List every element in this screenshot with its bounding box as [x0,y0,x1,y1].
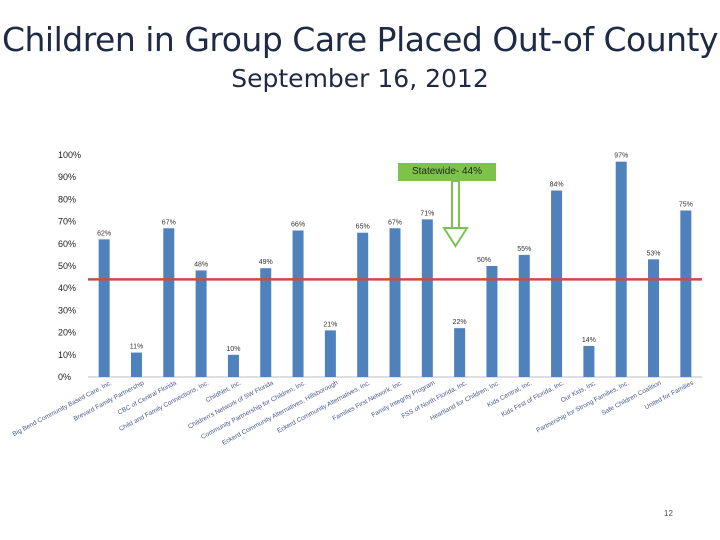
arrow-shaft [451,180,460,229]
bar [518,254,530,377]
data-label: 67% [162,219,176,226]
bar [324,330,336,377]
data-label: 10% [226,346,240,353]
bar [615,161,627,377]
bar [357,232,369,377]
bar [98,239,110,377]
chart-subtitle: September 16, 2012 [231,64,489,93]
statewide-annotation: Statewide- 44% [398,163,496,181]
data-label: 53% [647,250,661,257]
data-label: 97% [614,153,628,160]
data-label: 66% [291,221,305,228]
data-label: 48% [194,261,208,268]
data-label: 65% [356,224,370,231]
bar [551,190,563,377]
bar [486,266,498,377]
data-label: 50% [477,257,491,264]
data-label: 75% [679,202,693,209]
data-label: 49% [259,259,273,266]
bar [648,259,660,377]
data-label: 71% [420,210,434,217]
bar [421,219,433,377]
y-tick-label: 0% [58,372,71,382]
data-label: 67% [388,219,402,226]
bar [292,230,304,377]
category-label: Safe Children Coalition [600,379,662,417]
bar [454,328,466,377]
bar [389,228,401,377]
y-tick-label: 20% [58,328,76,338]
data-label: 14% [582,337,596,344]
category-label: Kids First of Florida, Inc. [500,379,565,418]
data-label: 11% [130,344,144,351]
y-tick-label: 40% [58,283,76,293]
bar [583,345,595,377]
chart-title: Children in Group Care Placed Out-of Cou… [1,20,719,59]
bar [195,270,207,377]
bar [163,228,175,377]
y-tick-label: 30% [58,305,76,315]
bar [130,352,142,377]
data-label: 84% [550,182,564,189]
data-label: 21% [323,321,337,328]
y-tick-label: 70% [58,217,76,227]
bar [260,268,272,377]
data-label: 22% [453,319,467,326]
y-tick-label: 90% [58,172,76,182]
data-label: 55% [517,246,531,253]
arrow-head [442,227,469,248]
y-tick-label: 60% [58,239,76,249]
data-label: 62% [97,230,111,237]
bar [680,210,692,377]
page-number: 12 [664,509,673,518]
bar [227,354,239,377]
y-tick-label: 80% [58,194,76,204]
y-tick-label: 10% [58,350,76,360]
y-tick-label: 100% [58,150,81,160]
y-tick-label: 50% [58,261,76,271]
